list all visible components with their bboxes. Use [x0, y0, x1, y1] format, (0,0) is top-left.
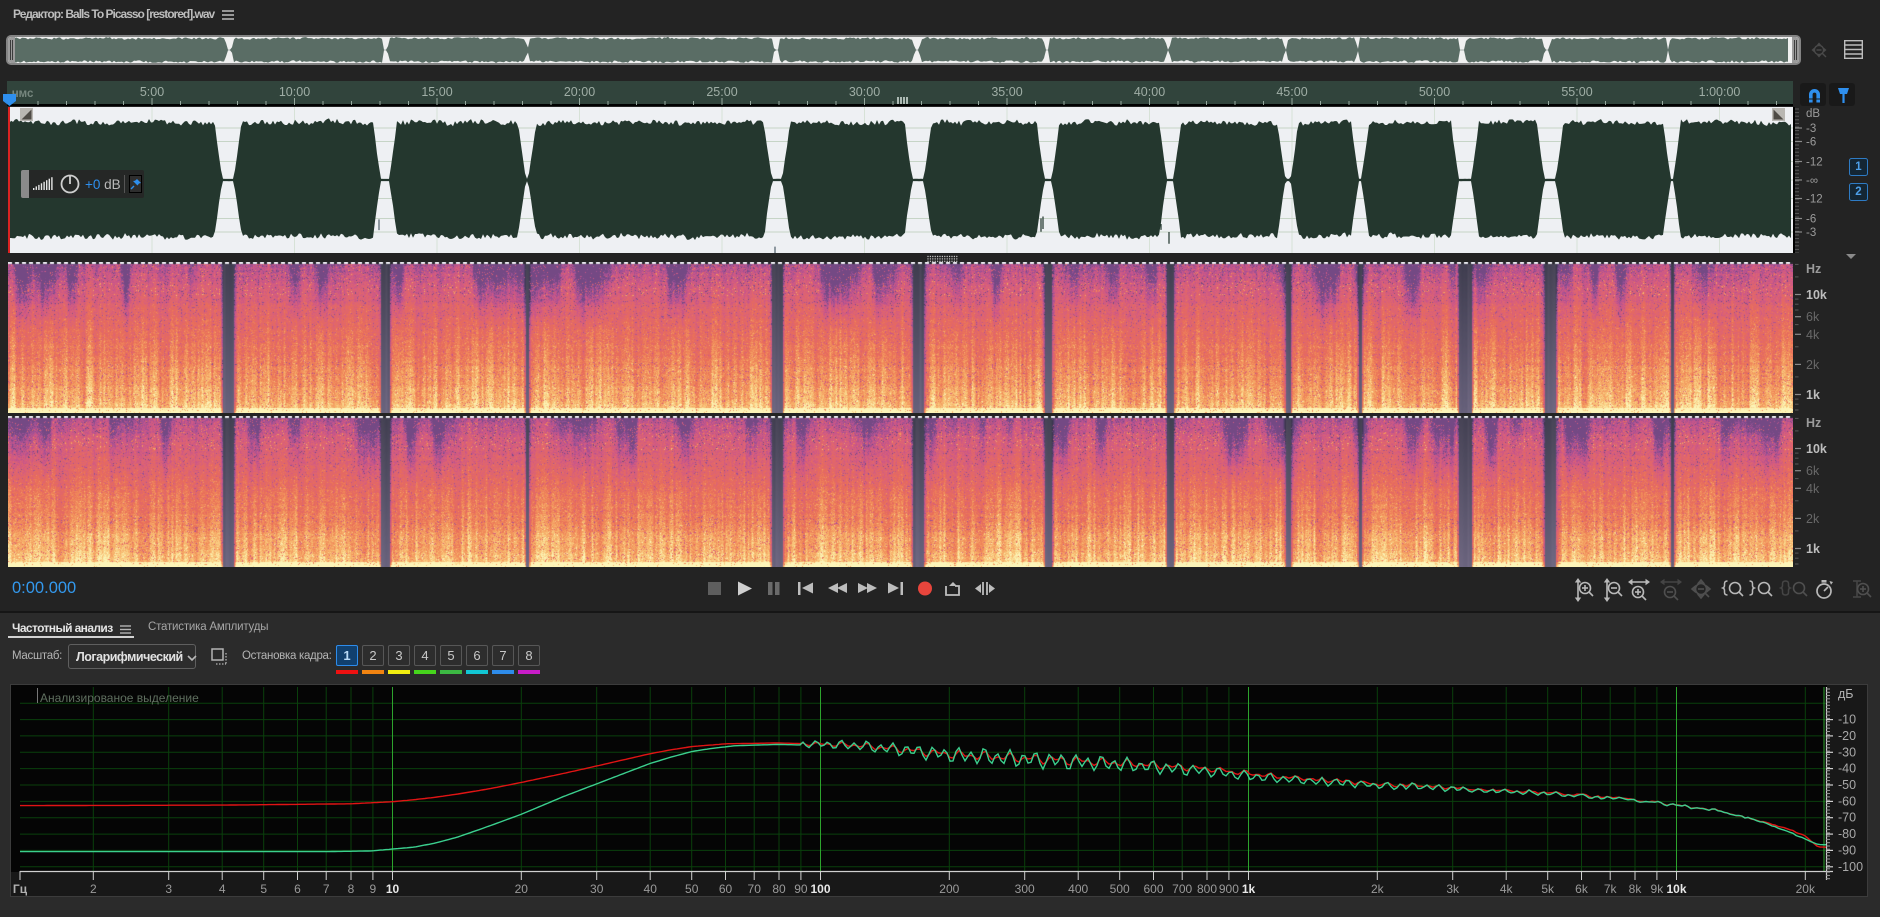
svg-text:6: 6 [294, 882, 301, 896]
svg-text:55:00: 55:00 [1561, 85, 1592, 99]
svg-text:-3: -3 [1806, 123, 1816, 135]
svg-text:Hz: Hz [1806, 262, 1821, 276]
svg-text:900: 900 [1219, 882, 1239, 896]
svg-text:-30: -30 [1838, 745, 1856, 759]
svg-text:600: 600 [1143, 882, 1163, 896]
svg-text:300: 300 [1015, 882, 1035, 896]
svg-text:3k: 3k [1446, 882, 1460, 896]
svg-text:6k: 6k [1806, 310, 1820, 324]
svg-text:20:00: 20:00 [564, 85, 595, 99]
svg-text:800: 800 [1197, 882, 1217, 896]
svg-text:-90: -90 [1838, 843, 1856, 857]
svg-text:2k: 2k [1806, 358, 1820, 372]
svg-text:5k: 5k [1541, 882, 1555, 896]
svg-text:8: 8 [348, 882, 355, 896]
svg-text:10:00: 10:00 [279, 85, 310, 99]
svg-text:-20: -20 [1838, 729, 1856, 743]
svg-text:6k: 6k [1806, 464, 1820, 478]
svg-text:70: 70 [748, 882, 762, 896]
svg-text:дБ: дБ [1838, 687, 1854, 701]
svg-text:4k: 4k [1806, 482, 1820, 496]
svg-text:25:00: 25:00 [706, 85, 737, 99]
svg-text:35:00: 35:00 [991, 85, 1022, 99]
svg-text:1k: 1k [1806, 542, 1820, 556]
svg-text:Hz: Hz [1806, 416, 1821, 430]
svg-text:500: 500 [1110, 882, 1130, 896]
svg-text:-60: -60 [1838, 794, 1856, 808]
svg-text:90: 90 [794, 882, 808, 896]
svg-text:Анализированое выделение: Анализированое выделение [40, 691, 199, 705]
svg-text:dB: dB [1806, 108, 1820, 120]
svg-text:-12: -12 [1806, 194, 1823, 206]
svg-text:10k: 10k [1806, 288, 1827, 302]
svg-text:9k: 9k [1651, 882, 1665, 896]
svg-text:Гц: Гц [13, 882, 28, 896]
svg-text:400: 400 [1068, 882, 1088, 896]
svg-text:-70: -70 [1838, 811, 1856, 825]
svg-text:2: 2 [90, 882, 97, 896]
svg-text:7k: 7k [1604, 882, 1618, 896]
svg-text:15:00: 15:00 [421, 85, 452, 99]
svg-text:10k: 10k [1806, 442, 1827, 456]
svg-text:10: 10 [386, 882, 400, 896]
svg-text:200: 200 [939, 882, 959, 896]
svg-text:2k: 2k [1806, 512, 1820, 526]
svg-text:9: 9 [370, 882, 377, 896]
svg-text:-3: -3 [1806, 227, 1816, 239]
svg-text:-12: -12 [1806, 157, 1823, 169]
svg-text:7: 7 [323, 882, 330, 896]
svg-text:50:00: 50:00 [1419, 85, 1450, 99]
svg-text:-6: -6 [1806, 137, 1816, 149]
svg-text:2k: 2k [1371, 882, 1385, 896]
svg-text:4: 4 [219, 882, 226, 896]
svg-text:30:00: 30:00 [849, 85, 880, 99]
svg-text:10k: 10k [1666, 882, 1686, 896]
svg-text:20k: 20k [1796, 882, 1816, 896]
svg-text:40:00: 40:00 [1134, 85, 1165, 99]
svg-text:4k: 4k [1806, 328, 1820, 342]
svg-text:5:00: 5:00 [140, 85, 164, 99]
svg-text:60: 60 [719, 882, 733, 896]
svg-text:-100: -100 [1838, 860, 1863, 874]
svg-text:3: 3 [165, 882, 172, 896]
svg-text:-10: -10 [1838, 713, 1856, 727]
svg-text:4k: 4k [1500, 882, 1514, 896]
svg-text:40: 40 [644, 882, 658, 896]
svg-text:-∞: -∞ [1806, 175, 1818, 187]
svg-text:-6: -6 [1806, 214, 1816, 226]
svg-text:80: 80 [772, 882, 786, 896]
svg-text:-80: -80 [1838, 827, 1856, 841]
svg-text:1k: 1k [1242, 882, 1256, 896]
svg-text:1:00:00: 1:00:00 [1699, 85, 1741, 99]
svg-text:1k: 1k [1806, 388, 1820, 402]
svg-text:5: 5 [260, 882, 267, 896]
svg-text:50: 50 [685, 882, 699, 896]
svg-text:700: 700 [1172, 882, 1192, 896]
svg-text:30: 30 [590, 882, 604, 896]
svg-text:-50: -50 [1838, 778, 1856, 792]
svg-text:-40: -40 [1838, 762, 1856, 776]
svg-text:100: 100 [810, 882, 830, 896]
svg-text:чмс: чмс [12, 88, 34, 100]
svg-text:8k: 8k [1629, 882, 1643, 896]
svg-text:20: 20 [515, 882, 529, 896]
svg-text:45:00: 45:00 [1276, 85, 1307, 99]
svg-text:6k: 6k [1575, 882, 1589, 896]
